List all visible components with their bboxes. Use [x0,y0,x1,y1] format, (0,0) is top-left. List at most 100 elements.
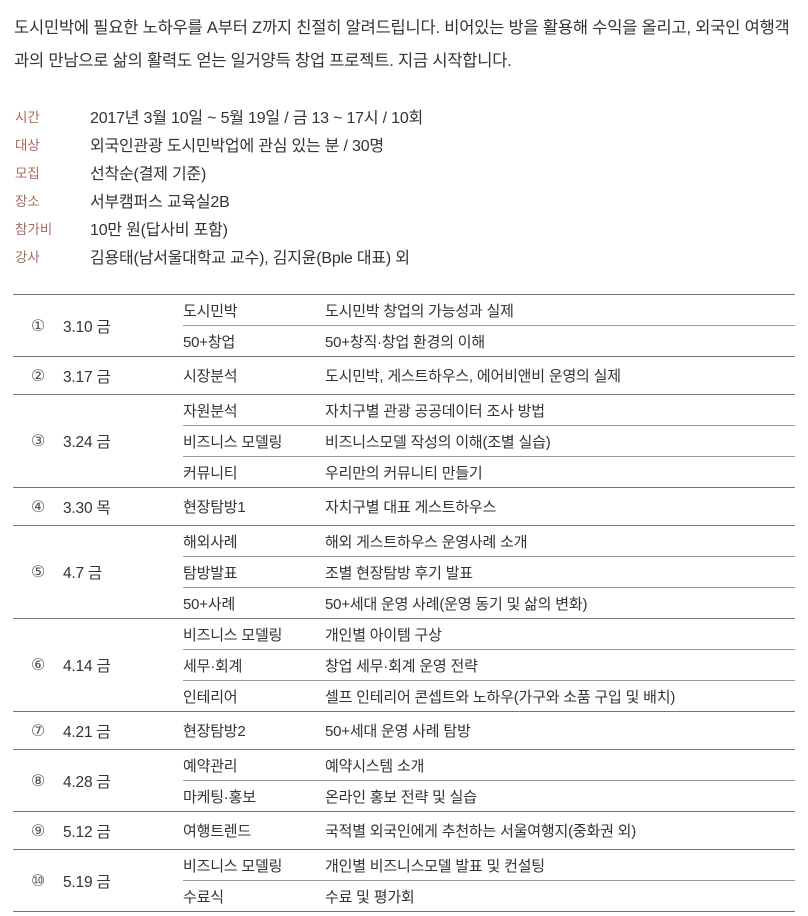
session-number-badge: ⑥ [30,657,46,674]
session-number-badge: ① [30,317,46,335]
session-number-badge: ④ [30,498,46,516]
session-description: 개인별 비즈니스모델 발표 및 컨설팅 [325,857,545,875]
session-description: 수료 및 평가회 [325,888,415,906]
session-subject: 비즈니스 모델링 [183,857,283,875]
schedule-sessions: 시장분석 도시민박, 게스트하우스, 에어비앤비 운영의 실제 [183,357,795,394]
schedule-group-row: ⑨ 5.12 금 여행트렌드 국적별 외국인에게 추천하는 서울여행지(중화권 외) [13,811,795,849]
session-number-badge: ⑦ [30,722,46,740]
session-description: 도시민박, 게스트하우스, 에어비앤비 운영의 실제 [325,368,621,385]
info-value: 김용태(남서울대학교 교수), 김지윤(Bple 대표) 외 [90,250,410,267]
session-description: 개인별 아이템 구상 [325,626,442,644]
session-row: 현장탐방2 50+세대 운영 사례 탐방 [183,712,795,749]
session-description: 셀프 인테리어 콘셉트와 노하우(가구와 소품 구입 및 배치) [325,688,676,706]
info-label: 대상 [15,138,40,153]
schedule-group-row: ④ 3.30 목 현장탐방1 자치구별 대표 게스트하우스 [13,487,795,525]
session-description: 50+세대 운영 사례 탐방 [325,723,471,740]
schedule-group-left: ③ 3.24 금 [13,395,183,487]
session-row: 예약관리 예약시스템 소개 [183,750,795,780]
info-value: 선착순(결제 기준) [90,166,207,183]
info-row: 대상 외국인관광 도시민박업에 관심 있는 분 / 30명 [13,130,795,158]
session-date: 4.28 금 [63,773,111,791]
info-label: 시간 [15,110,40,125]
schedule-group-left: ⑧ 4.28 금 [13,750,183,811]
intro-text: 도시민박에 필요한 노하우를 A부터 Z까지 친절히 알려드립니다. 비어있는 … [14,19,790,70]
session-description: 창업 세무·회계 운영 전략 [325,657,478,675]
session-date: 3.10 금 [63,318,111,336]
session-description: 국적별 외국인에게 추천하는 서울여행지(중화권 외) [325,823,637,840]
info-row: 참가비 10만 원(답사비 포함) [13,214,795,242]
session-row: 비즈니스 모델링 개인별 비즈니스모델 발표 및 컨설팅 [183,850,795,880]
session-subject: 시장분석 [183,368,238,385]
session-subject: 탐방발표 [183,564,238,582]
course-info-list: 시간 2017년 3월 10일 ~ 5월 19일 / 금 13 ~ 17시 / 1… [13,102,795,270]
session-row: 도시민박 도시민박 창업의 가능성과 실제 [183,295,795,325]
schedule-group-row: ② 3.17 금 시장분석 도시민박, 게스트하우스, 에어비앤비 운영의 실제 [13,356,795,394]
session-date: 3.17 금 [63,368,111,386]
info-value: 2017년 3월 10일 ~ 5월 19일 / 금 13 ~ 17시 / 10회 [90,110,424,127]
session-description: 자치구별 대표 게스트하우스 [325,499,497,516]
session-row: 50+사례 50+세대 운영 사례(운영 동기 및 삶의 변화) [183,587,795,618]
session-subject: 수료식 [183,888,224,906]
session-subject: 자원분석 [183,402,238,420]
session-date: 3.30 목 [63,499,111,517]
info-row: 모집 선착순(결제 기준) [13,158,795,186]
schedule-sessions: 도시민박 도시민박 창업의 가능성과 실제 50+창업 50+창직·창업 환경의 이해 [183,295,795,356]
schedule-group-left: ⑦ 4.21 금 [13,712,183,749]
session-row: 인테리어 셀프 인테리어 콘셉트와 노하우(가구와 소품 구입 및 배치) [183,680,795,711]
session-row: 탐방발표 조별 현장탐방 후기 발표 [183,556,795,587]
session-subject: 세무·회계 [183,657,243,675]
schedule-sessions: 현장탐방2 50+세대 운영 사례 탐방 [183,712,795,749]
schedule-group-left: ⑥ 4.14 금 [13,619,183,711]
session-row: 시장분석 도시민박, 게스트하우스, 에어비앤비 운영의 실제 [183,357,795,394]
session-number-badge: ⑨ [30,822,46,840]
session-description: 우리만의 커뮤니티 만들기 [325,464,483,482]
schedule-group-left: ⑤ 4.7 금 [13,526,183,618]
session-row: 세무·회계 창업 세무·회계 운영 전략 [183,649,795,680]
session-subject: 50+사례 [183,595,236,613]
session-row: 자원분석 자치구별 관광 공공데이터 조사 방법 [183,395,795,425]
schedule-group-left: ⑨ 5.12 금 [13,812,183,849]
session-description: 50+창직·창업 환경의 이해 [325,333,485,351]
schedule-group-left: ④ 3.30 목 [13,488,183,525]
session-subject: 커뮤니티 [183,464,238,482]
session-description: 자치구별 관광 공공데이터 조사 방법 [325,402,545,420]
session-date: 3.24 금 [63,434,111,451]
session-description: 조별 현장탐방 후기 발표 [325,564,473,582]
schedule-group-row: ⑧ 4.28 금 예약관리 예약시스템 소개 마케팅·홍보 온라인 홍보 전략 및 실습 [13,749,795,811]
schedule-sessions: 현장탐방1 자치구별 대표 게스트하우스 [183,488,795,525]
session-subject: 도시민박 [183,302,238,320]
session-description: 해외 게스트하우스 운영사례 소개 [325,533,528,551]
info-label: 참가비 [15,222,53,237]
session-date: 5.12 금 [63,823,111,841]
session-date: 4.7 금 [63,565,103,582]
session-subject: 인테리어 [183,688,238,706]
info-row: 시간 2017년 3월 10일 ~ 5월 19일 / 금 13 ~ 17시 / 1… [13,102,795,130]
info-row: 장소 서부캠퍼스 교육실2B [13,186,795,214]
session-subject: 비즈니스 모델링 [183,433,283,451]
session-row: 비즈니스 모델링 비즈니스모델 작성의 이해(조별 실습) [183,425,795,456]
session-row: 현장탐방1 자치구별 대표 게스트하우스 [183,488,795,525]
session-description: 예약시스템 소개 [325,757,425,775]
session-date: 4.21 금 [63,723,111,741]
schedule-group-row: ① 3.10 금 도시민박 도시민박 창업의 가능성과 실제 50+창업 50+창직·창업… [13,295,795,356]
session-number-badge: ⑤ [30,564,46,581]
session-row: 수료식 수료 및 평가회 [183,880,795,911]
session-description: 비즈니스모델 작성의 이해(조별 실습) [325,433,551,451]
session-row: 50+창업 50+창직·창업 환경의 이해 [183,325,795,356]
schedule-table: ① 3.10 금 도시민박 도시민박 창업의 가능성과 실제 50+창업 50+창직·창업… [13,294,795,912]
session-subject: 예약관리 [183,757,238,775]
session-row: 여행트렌드 국적별 외국인에게 추천하는 서울여행지(중화권 외) [183,812,795,849]
session-subject: 현장탐방1 [183,499,246,516]
session-subject: 현장탐방2 [183,723,246,740]
session-row: 비즈니스 모델링 개인별 아이템 구상 [183,619,795,649]
schedule-group-left: ① 3.10 금 [13,295,183,356]
schedule-sessions: 예약관리 예약시스템 소개 마케팅·홍보 온라인 홍보 전략 및 실습 [183,750,795,811]
info-value: 서부캠퍼스 교육실2B [90,194,230,211]
info-label: 장소 [15,194,40,209]
schedule-group-row: ⑤ 4.7 금 해외사례 해외 게스트하우스 운영사례 소개 탐방발표 조별 현장탐방 후… [13,525,795,618]
session-subject: 마케팅·홍보 [183,788,256,806]
